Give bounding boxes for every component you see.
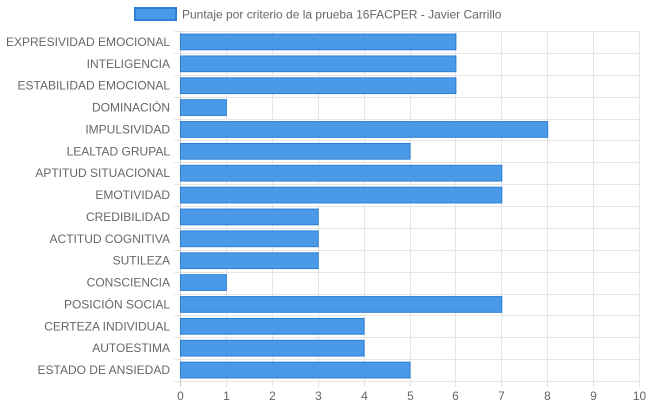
category-labels: EXPRESIVIDAD EMOCIONAL INTELIGENCIA ESTABI… xyxy=(6,35,170,377)
x-tick-label: 10 xyxy=(633,389,647,403)
x-tick-label: 6 xyxy=(452,389,459,403)
category-label: POSICIÓN SOCIAL xyxy=(64,296,170,311)
legend-label: Puntaje por criterio de la prueba 16FACP… xyxy=(182,8,502,22)
bar[interactable] xyxy=(180,121,549,138)
x-tick-label: 3 xyxy=(315,389,322,403)
x-tick-label: 0 xyxy=(177,389,184,403)
category-label: CREDIBILIDAD xyxy=(86,210,170,224)
x-tick-label: 5 xyxy=(407,389,414,403)
x-tick-label: 1 xyxy=(223,389,230,403)
category-label: SUTILEZA xyxy=(113,254,170,268)
category-label: IMPULSIVIDAD xyxy=(85,122,170,136)
x-tick-labels: 0 1 2 3 4 5 6 7 8 9 10 xyxy=(177,389,646,403)
bar[interactable] xyxy=(180,55,457,73)
bar[interactable] xyxy=(180,186,503,204)
category-label: LEALTAD GRUPAL xyxy=(67,144,171,158)
x-tick-label: 7 xyxy=(498,389,505,403)
category-label: EMOTIVIDAD xyxy=(95,188,170,202)
category-label: APTITUD SITUACIONAL xyxy=(35,166,170,180)
bar[interactable] xyxy=(180,208,319,226)
bar[interactable] xyxy=(180,296,503,313)
category-label: ESTADO DE ANSIEDAD xyxy=(38,363,171,377)
bar[interactable] xyxy=(180,230,319,248)
x-tick-label: 2 xyxy=(269,389,276,403)
category-label: CONSCIENCIA xyxy=(87,276,170,290)
category-label: CERTEZA INDIVIDUAL xyxy=(44,319,170,333)
bar[interactable] xyxy=(180,339,365,357)
bars xyxy=(180,33,549,379)
bar[interactable] xyxy=(180,274,227,291)
category-label: DOMINACIÓN xyxy=(92,100,170,115)
category-label: AUTOESTIMA xyxy=(92,341,170,355)
x-tick-label: 4 xyxy=(361,389,368,403)
bar[interactable] xyxy=(180,164,503,182)
category-label: EXPRESIVIDAD EMOCIONAL xyxy=(6,35,170,49)
bar[interactable] xyxy=(180,361,411,379)
legend[interactable]: Puntaje por criterio de la prueba 16FACP… xyxy=(134,7,502,22)
category-label: ACTITUD COGNITIVA xyxy=(50,232,170,246)
bar[interactable] xyxy=(180,252,319,270)
x-tick-label: 8 xyxy=(544,389,551,403)
bar[interactable] xyxy=(180,77,457,95)
bar[interactable] xyxy=(180,33,457,51)
category-label: INTELIGENCIA xyxy=(87,57,170,71)
legend-swatch xyxy=(134,7,177,21)
category-label: ESTABILIDAD EMOCIONAL xyxy=(18,79,171,93)
bar[interactable] xyxy=(180,317,365,335)
bar[interactable] xyxy=(180,99,227,116)
x-tick-label: 9 xyxy=(590,389,597,403)
bar[interactable] xyxy=(180,142,411,160)
